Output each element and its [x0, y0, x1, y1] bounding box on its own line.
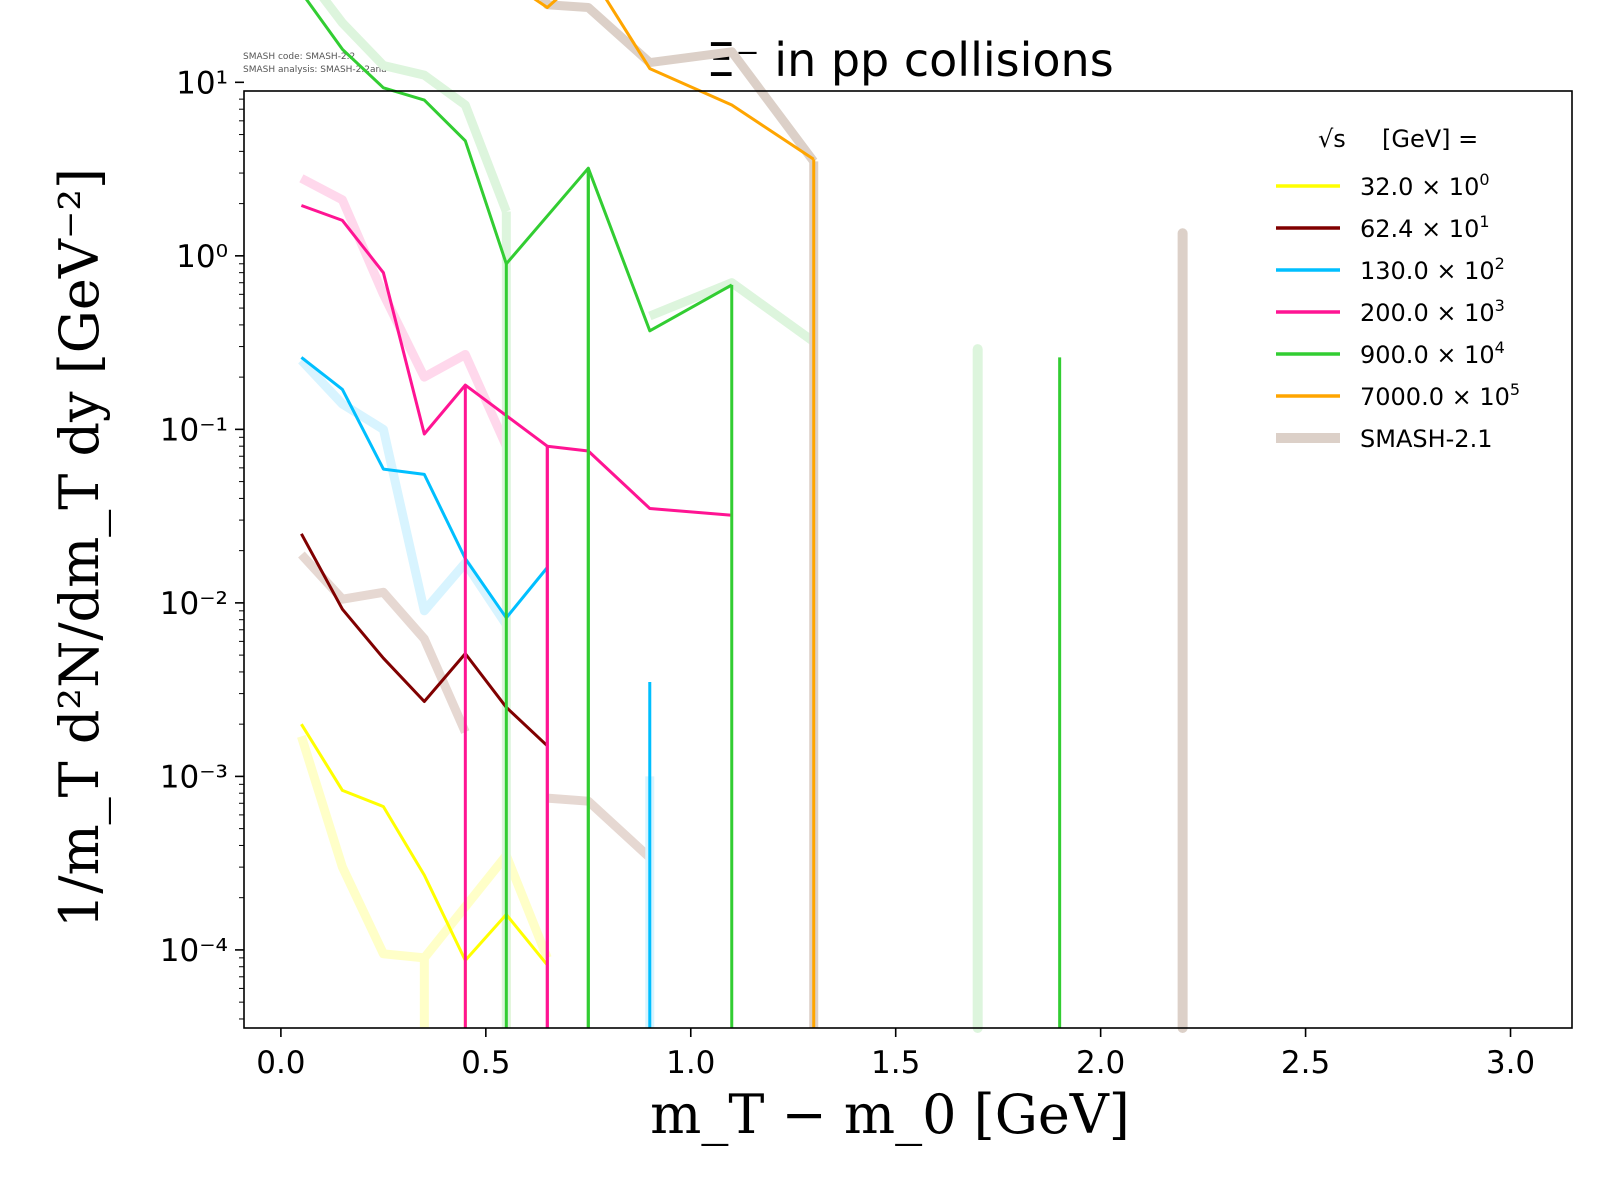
chart-title: Ξ⁻ in pp collisions: [706, 33, 1113, 87]
x-tick-label: 1.5: [871, 1045, 920, 1081]
legend-title-symbol: √s: [1318, 125, 1346, 153]
reference-line-7000: [539, 0, 818, 165]
x-tick-label: 0.5: [461, 1045, 510, 1081]
y-tick-label: 10⁻²: [160, 586, 228, 622]
x-tick-label: 3.0: [1486, 1045, 1535, 1081]
reference-line-130: [298, 357, 511, 628]
axis-ticks: 0.00.51.01.52.02.53.010²10¹10⁰10⁻¹10⁻²10…: [160, 65, 1535, 1081]
plot-series: [297, 0, 1188, 1033]
legend-entry-label: 7000.0 × 105: [1360, 380, 1520, 411]
legend-entry-label: 130.0 × 102: [1360, 254, 1505, 285]
legend-title-unit: [GeV] =: [1382, 125, 1478, 153]
reference-line-32: [297, 735, 552, 963]
y-tick-label: 10¹: [176, 65, 228, 101]
legend-entry-label: 200.0 × 103: [1360, 296, 1505, 327]
y-tick-label: 10⁻¹: [160, 412, 228, 448]
reference-line-900: [319, 0, 511, 214]
smash-analysis-note: SMASH analysis: SMASH-2.2ana: [243, 65, 387, 75]
x-tick-label: 1.0: [666, 1045, 715, 1081]
legend-entry-label: 900.0 × 104: [1360, 338, 1505, 369]
reference-line-200: [299, 174, 511, 449]
plot-frame: [243, 90, 1573, 1029]
legend-entry-label: 62.4 × 101: [1360, 212, 1490, 243]
y-tick-label: 10⁰: [176, 239, 228, 275]
smash-code-note: SMASH code: SMASH-2.2: [243, 52, 355, 62]
x-axis-label: m_T − m_0 [GeV]: [650, 1083, 1130, 1146]
legend-entry-label: SMASH-2.1: [1360, 425, 1492, 453]
series-line-900: [305, 0, 733, 333]
legend: √s [GeV] = 32.0 × 100 62.4 × 101 130.0 × 1…: [1276, 125, 1520, 453]
series-line-7000: [533, 0, 815, 161]
x-tick-label: 2.0: [1076, 1045, 1125, 1081]
y-tick-label: 10⁻³: [160, 759, 228, 795]
x-tick-label: 2.5: [1281, 1045, 1330, 1081]
y-axis-label: 1/m_T d²N/dm_T dy [GeV⁻²]: [48, 168, 111, 928]
reference-line-extra-900: [648, 278, 817, 346]
legend-entry-label: 32.0 × 100: [1360, 170, 1490, 201]
x-tick-label: 0.0: [256, 1045, 305, 1081]
y-tick-label: 10⁻⁴: [160, 933, 228, 969]
